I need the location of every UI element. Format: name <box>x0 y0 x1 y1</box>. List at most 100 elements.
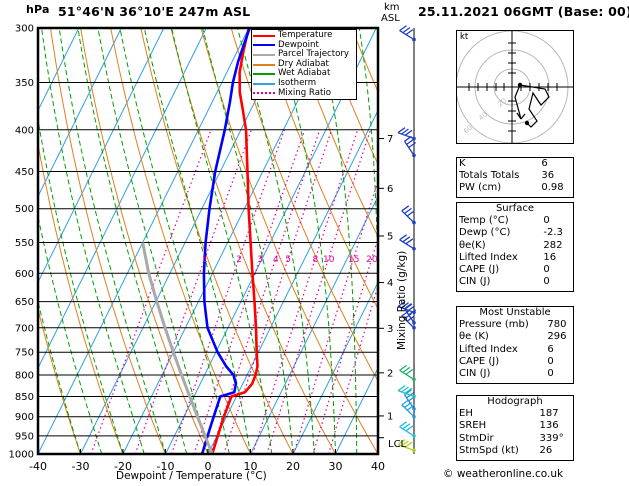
hodograph-svg: 20 40 60 <box>457 31 573 143</box>
row-label: CAPE (J) <box>459 355 500 367</box>
wet-adiabat-line <box>38 299 81 454</box>
table-row: Lifted Index 6 <box>457 344 573 356</box>
pressure-axis-labels: 300 350 400 450 500 550 600 650 700 750 800 850 900 9… <box>9 24 34 461</box>
skewt-chart: 300 350 400 450 500 550 600 650 700 750 800 850 900 9… <box>9 24 440 473</box>
row-value: 0 <box>547 368 554 380</box>
wind-barb <box>399 25 416 42</box>
most-unstable-title: Most Unstable <box>479 307 551 318</box>
legend-swatch-dry-adiabat <box>253 63 275 66</box>
pressure-tick-label: 450 <box>15 167 34 178</box>
table-row: Lifted Index 16 <box>457 252 573 264</box>
hodograph-panel: 20 40 60 kt <box>456 30 574 144</box>
hodograph-ticks <box>468 42 558 132</box>
table-row: θe(K) 282 <box>457 240 573 252</box>
wet-adiabat-line <box>358 28 378 454</box>
hodograph-stats-title: Hodograph <box>487 396 543 407</box>
legend-label: Wet Adiabat <box>278 68 331 79</box>
wind-barb <box>399 421 416 438</box>
row-label: θe(K) <box>459 239 486 251</box>
row-label: CIN (J) <box>459 276 491 288</box>
temperature-tick-label: 30 <box>329 460 343 473</box>
legend-label: Isotherm <box>278 77 317 88</box>
mixing-ratio-axis-label: Mixing Ratio (g/kg) <box>396 250 408 350</box>
pressure-tick-label: 550 <box>15 238 34 249</box>
table-row: Dewp (°C) -2.3 <box>457 227 573 239</box>
row-label: Pressure (mb) <box>459 319 529 331</box>
dry-adiabat-line <box>38 141 124 454</box>
svg-text:40: 40 <box>477 111 489 123</box>
legend-label: Parcel Trajectory <box>278 49 349 60</box>
row-value: 36 <box>541 170 555 182</box>
x-axis-label: Dewpoint / Temperature (°C) <box>116 470 267 482</box>
pressure-tick-label: 500 <box>15 204 34 215</box>
row-label: CAPE (J) <box>459 264 500 276</box>
row-value: -2.3 <box>543 227 563 239</box>
row-label: Totals Totals <box>459 170 520 182</box>
height-tick-label: 3 <box>387 324 393 335</box>
row-value: 26 <box>539 444 553 456</box>
dry-adiabat-line <box>291 28 378 238</box>
legend-swatch-dewpoint <box>253 44 275 47</box>
legend-swatch-isotherm <box>253 82 275 85</box>
legend-item: Dry Adiabat <box>253 59 354 70</box>
legend-swatch-mixing-ratio <box>253 92 275 95</box>
row-value: 282 <box>543 239 563 251</box>
pressure-tick-label: 800 <box>15 371 34 382</box>
height-unit-label-km: km <box>384 2 400 13</box>
height-tick-label: 2 <box>387 368 393 379</box>
dry-adiabat-line <box>412 28 440 454</box>
legend-item: Temperature <box>253 30 354 41</box>
hodograph-arrow <box>516 112 526 120</box>
height-tick-label: 7 <box>387 134 393 145</box>
row-value: 16 <box>543 251 557 263</box>
hodograph-ring-labels: 20 40 60 <box>462 97 508 136</box>
surface-table: Temp (°C) 0 Dewp (°C) -2.3 θe(K) 282 Lif… <box>457 215 573 288</box>
legend-swatch-wet-adiabat <box>253 73 275 76</box>
mixing-ratio-value-label: 8 <box>313 255 319 265</box>
wind-barb <box>399 234 416 251</box>
wet-adiabat-line <box>41 28 145 454</box>
table-row: CAPE (J) 0 <box>457 264 573 276</box>
mixing-ratio-value-label: 20 <box>366 255 378 265</box>
mixing-ratio-value-label: 2 <box>236 255 242 265</box>
temperature-axis-labels: -40 -30 -20 -10 0 10 20 30 40 <box>29 449 385 473</box>
wet-adiabat-line <box>97 28 209 454</box>
row-value: 0.98 <box>541 182 564 194</box>
row-label: Lifted Index <box>459 251 518 263</box>
mixing-ratio-line <box>252 129 359 454</box>
pressure-tick-label: 1000 <box>9 450 34 461</box>
wind-barbs <box>397 25 417 453</box>
series-parcel-trajectory-line <box>141 242 214 454</box>
pressure-tick-label: 700 <box>15 323 34 334</box>
hodograph-stats-table: EH 187 SREH 136 StmDir 339° StmSpd (kt) … <box>457 408 573 457</box>
svg-text:20: 20 <box>496 97 508 109</box>
isotherm-line <box>38 28 122 198</box>
hodograph-stats-panel: Hodograph EH 187 SREH 136 StmDir 339° St… <box>456 395 574 461</box>
row-value: 6 <box>547 343 554 355</box>
height-unit-label-asl: ASL <box>381 13 400 24</box>
row-label: Temp (°C) <box>459 215 509 227</box>
wind-barb <box>403 135 417 158</box>
table-row: Temp (°C) 0 <box>457 215 573 227</box>
dry-adiabat-line <box>351 28 378 94</box>
row-value: 0 <box>543 215 550 227</box>
table-row: CIN (J) 0 <box>457 276 573 288</box>
wet-adiabat-line <box>77 28 188 454</box>
mixing-ratio-value-label: 4 <box>273 255 279 265</box>
pressure-unit-label: hPa <box>26 3 50 16</box>
wind-barb <box>397 300 416 315</box>
legend-item: Mixing Ratio <box>253 88 354 99</box>
skewt-svg: 3003504004505005506006507007508008509009… <box>9 24 440 473</box>
height-tick-label: 6 <box>387 184 393 195</box>
table-row: K 6 <box>457 158 573 170</box>
row-label: Lifted Index <box>459 343 518 355</box>
wind-barb <box>399 364 416 382</box>
row-value: 136 <box>539 420 559 432</box>
table-row: θe (K) 296 <box>457 331 573 343</box>
mixing-ratio-value-label: 10 <box>323 255 335 265</box>
hodograph-point <box>517 82 523 88</box>
row-value: 187 <box>539 408 559 420</box>
isotherm-line <box>292 281 378 454</box>
row-value: 296 <box>547 331 567 343</box>
pressure-tick-label: 300 <box>15 24 34 35</box>
